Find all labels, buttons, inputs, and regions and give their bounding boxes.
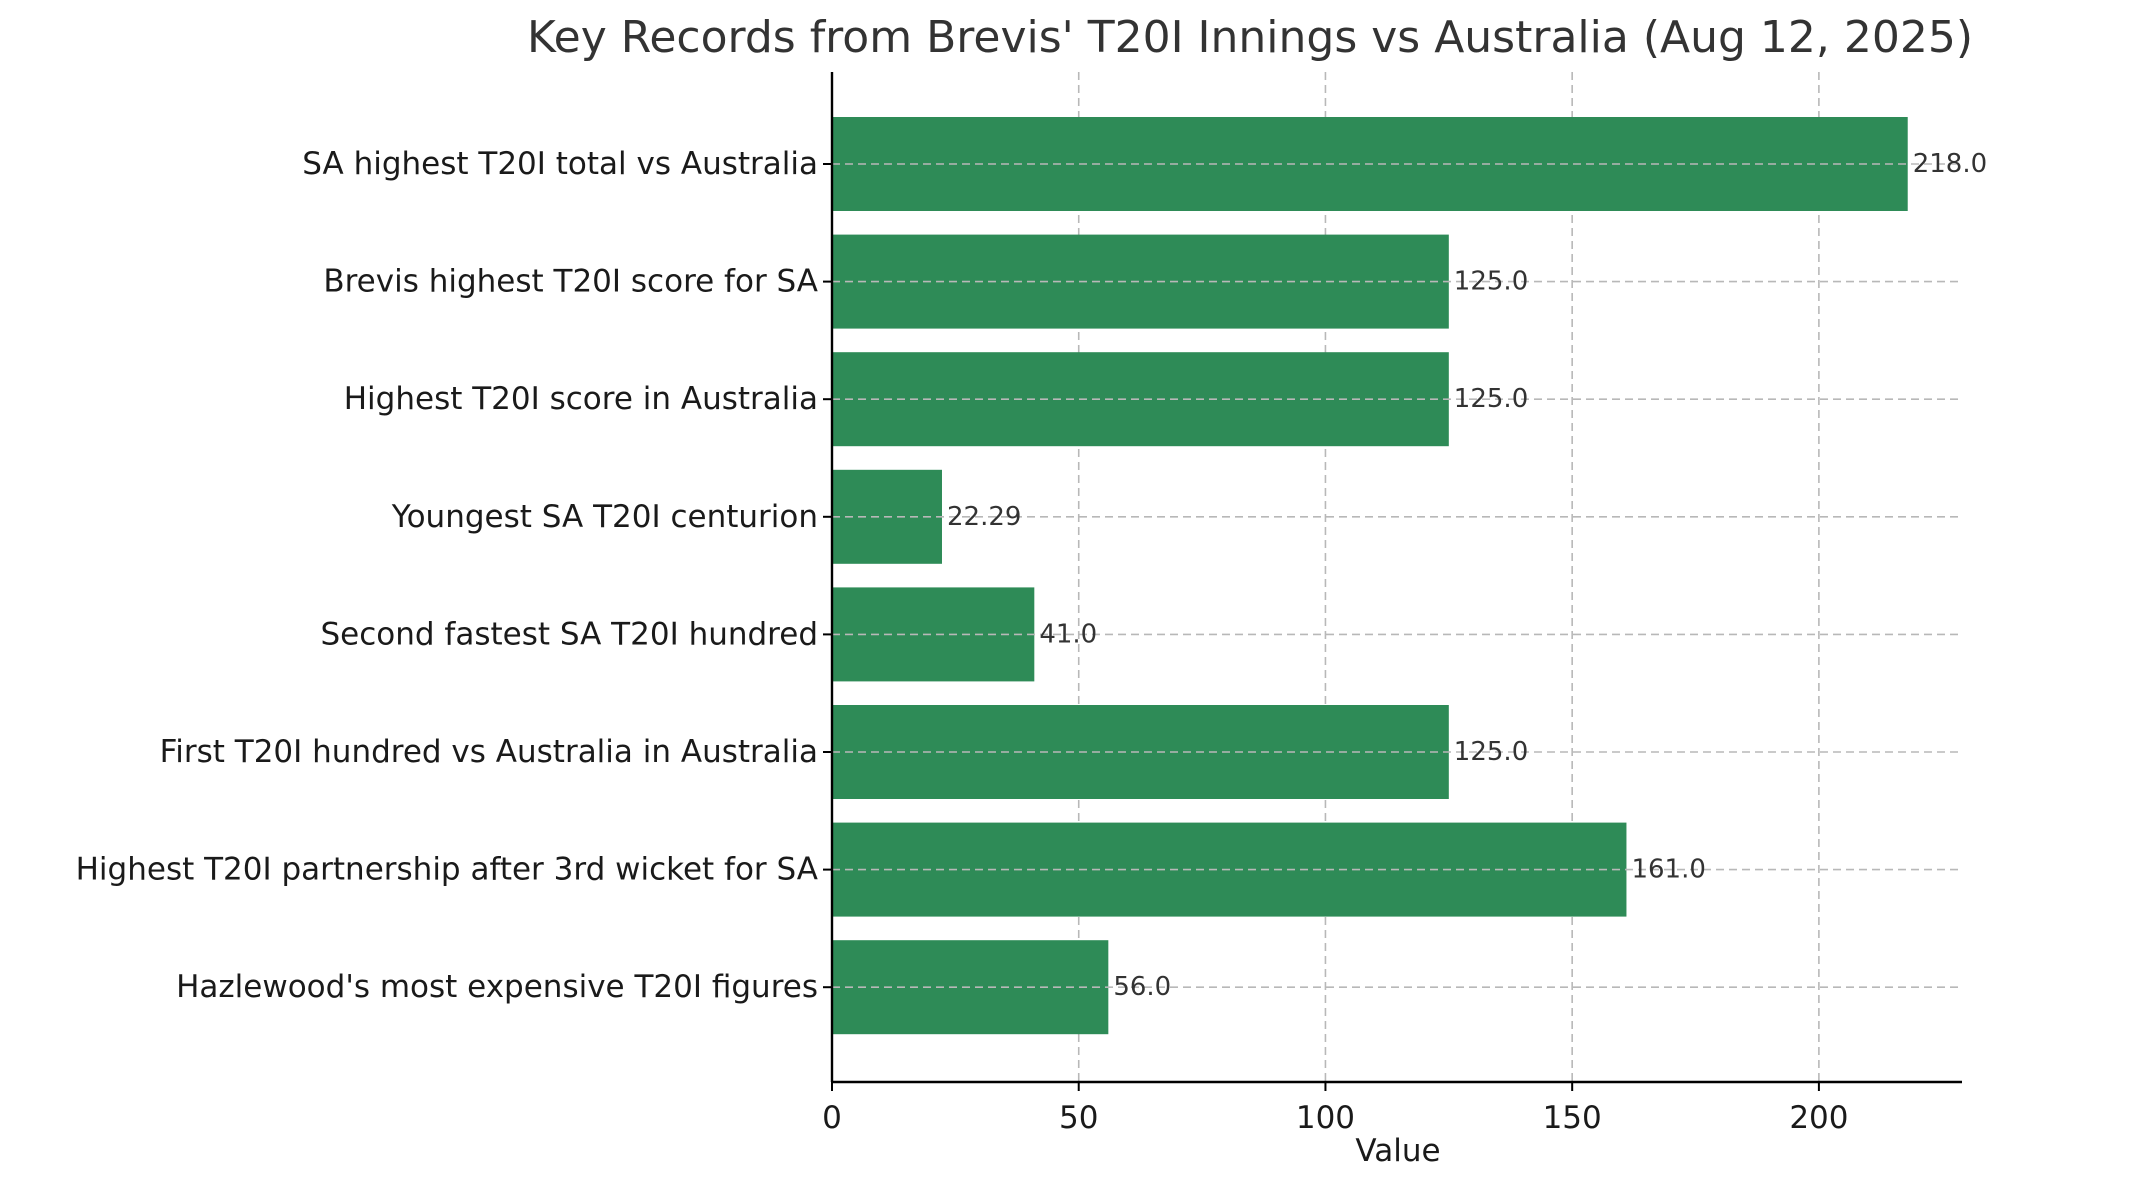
value-label: 161.0 (1631, 855, 1705, 885)
value-label: 218.0 (1913, 149, 1987, 179)
value-label: 125.0 (1454, 737, 1528, 767)
y-tick-label: Hazlewood's most expensive T20I figures (176, 969, 818, 1005)
x-axis-label: Value (1355, 1133, 1440, 1169)
bars (832, 117, 1908, 1035)
x-axis-ticks: 0 50 100 150 200 (822, 1082, 1848, 1136)
y-axis-tick-labels: SA highest T20I total vs Australia Brevis… (76, 146, 832, 1005)
chart-title: Key Records from Brevis' T20I Innings vs… (527, 12, 1973, 63)
value-label: 125.0 (1454, 384, 1528, 414)
value-labels: 218.0 125.0 125.0 22.29 41.0 125.0 161.0 56.0 (947, 149, 1987, 1002)
value-label: 125.0 (1454, 267, 1528, 297)
y-tick-label: Youngest SA T20I centurion (391, 499, 818, 535)
x-tick-label: 100 (1296, 1100, 1355, 1136)
grid-lines (831, 72, 1820, 1082)
value-label: 22.29 (947, 502, 1021, 532)
y-tick-label: Brevis highest T20I score for SA (323, 264, 818, 300)
value-label: 41.0 (1039, 619, 1097, 649)
y-tick-label: First T20I hundred vs Australia in Austr… (160, 734, 818, 770)
y-tick-label: Highest T20I partnership after 3rd wicke… (76, 852, 818, 888)
y-tick-label: SA highest T20I total vs Australia (302, 146, 818, 182)
x-tick-label: 200 (1789, 1100, 1848, 1136)
x-tick-label: 150 (1543, 1100, 1602, 1136)
y-tick-label: Highest T20I score in Australia (344, 381, 818, 417)
y-tick-label: Second fastest SA T20I hundred (320, 616, 818, 652)
value-label: 56.0 (1113, 972, 1171, 1002)
x-tick-label: 50 (1059, 1100, 1098, 1136)
x-tick-label: 0 (822, 1100, 842, 1136)
